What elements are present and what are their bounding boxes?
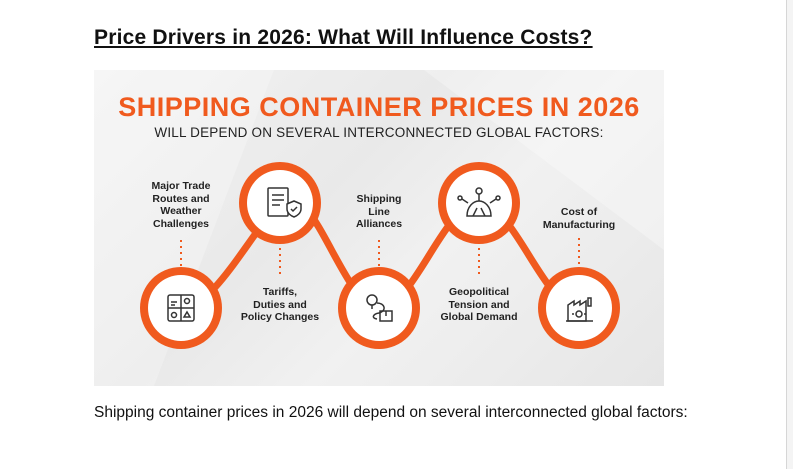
factor-node-tariffs	[239, 162, 321, 244]
factory-icon	[566, 297, 593, 322]
background-facet	[94, 70, 274, 386]
factor-label-line: Global Demand	[440, 311, 518, 323]
factor-label-line: Line	[368, 205, 390, 218]
factor-label-manufacturing: Cost of Manufacturing	[534, 206, 624, 231]
factor-label-line: Geopolitical	[448, 286, 510, 298]
factor-label-line: Weather	[160, 205, 202, 217]
factor-node-manufacturing	[538, 267, 620, 349]
factor-label-line: Routes and	[152, 192, 210, 205]
weather-grid-icon	[167, 294, 195, 322]
factor-label-line: Policy Changes	[240, 311, 320, 323]
factor-node-geopolitics	[438, 162, 520, 244]
factor-label-line: Tension and	[448, 298, 510, 311]
factor-label-line: Major Trade	[151, 180, 211, 192]
factor-label-line: Tariffs,	[262, 286, 298, 298]
background-facet	[424, 70, 664, 250]
factor-label-tariffs: Tariffs, Duties and Policy Changes	[235, 286, 325, 324]
factor-label-alliances: Shipping Line Alliances	[334, 193, 424, 231]
route-box-icon	[366, 294, 393, 322]
factor-label-geopolitics: Geopolitical Tension and Global Demand	[434, 286, 524, 324]
window-scroll-edge[interactable]	[786, 0, 793, 469]
infographic-title: SHIPPING CONTAINER PRICES IN 2026	[118, 92, 640, 122]
factor-label-weather: Major Trade Routes and Weather Challenge…	[136, 180, 226, 230]
image-caption: Shipping container prices in 2026 will d…	[94, 404, 688, 421]
network-hub-icon	[457, 187, 501, 217]
infographic-image: SHIPPING CONTAINER PRICES IN 2026 WILL D…	[94, 70, 664, 386]
infographic-subtitle: WILL DEPEND ON SEVERAL INTERCONNECTED GL…	[154, 125, 604, 140]
document-shield-icon	[267, 187, 302, 218]
factor-label-line: Manufacturing	[542, 218, 616, 231]
factor-label-line: Alliances	[355, 218, 403, 230]
infographic-graphic	[94, 70, 664, 386]
factor-label-line: Cost of	[560, 206, 598, 218]
factor-label-line: Challenges	[152, 217, 210, 230]
factor-node-alliances	[338, 267, 420, 349]
factor-label-line: Shipping	[356, 193, 402, 205]
factor-label-line: Duties and	[253, 298, 307, 311]
page-heading: Price Drivers in 2026: What Will Influen…	[94, 26, 593, 49]
